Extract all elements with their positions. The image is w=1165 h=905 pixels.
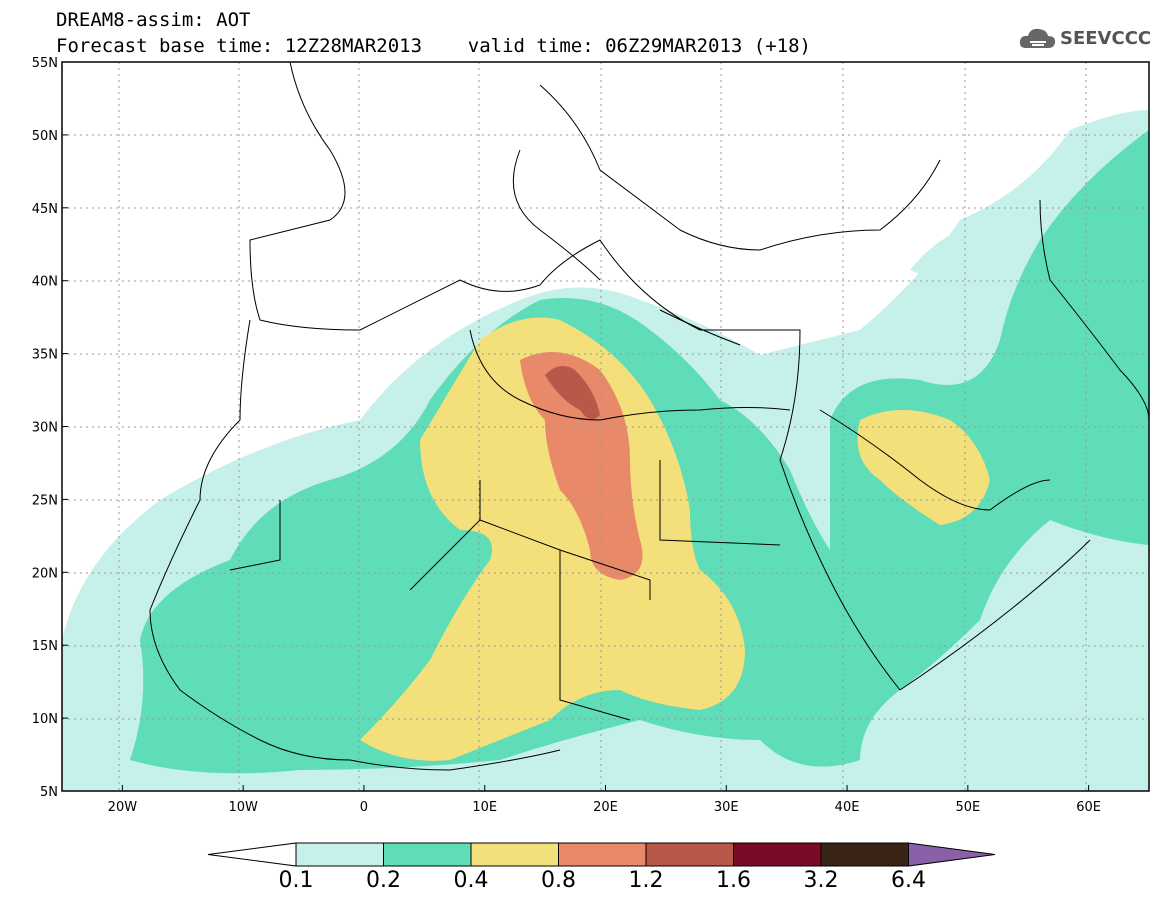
lon-tick-label: 20W xyxy=(108,800,138,815)
colorbar-segment xyxy=(295,842,384,867)
lat-tick-label: 50N xyxy=(32,129,58,144)
aot-contour-fields xyxy=(62,62,1149,791)
lon-tick-label: 10E xyxy=(472,800,497,815)
lat-tick-label: 20N xyxy=(32,566,58,581)
colorbar-label: 3.2 xyxy=(803,868,839,893)
lon-tick-label: 60E xyxy=(1076,800,1101,815)
lat-tick-label: 40N xyxy=(32,275,58,290)
lon-tick-label: 10W xyxy=(228,800,258,815)
lon-tick-label: 0 xyxy=(360,800,368,815)
colorbar-segment xyxy=(820,842,909,867)
lon-tick-label: 20E xyxy=(593,800,618,815)
map-subtitle: Forecast base time: 12Z28MAR2013 valid t… xyxy=(56,35,811,57)
coastlines xyxy=(149,62,1149,771)
longitude-axis: 20W 10W 0 10E 20E 30E 40E 50E 60E xyxy=(108,785,1101,815)
colorbar-segment xyxy=(383,842,472,867)
logo-text: SEEVCCC xyxy=(1060,28,1152,49)
lat-tick-label: 15N xyxy=(32,639,58,654)
graticule xyxy=(62,62,1149,791)
colorbar-label: 1.2 xyxy=(628,868,664,893)
colorbar xyxy=(207,842,996,867)
colorbar-label: 0.2 xyxy=(366,868,401,893)
lat-tick-label: 25N xyxy=(32,493,58,508)
aot-band-0.8 xyxy=(520,352,643,580)
aot-band-1.2 xyxy=(545,366,600,419)
lat-tick-label: 35N xyxy=(32,348,58,363)
colorbar-segment xyxy=(470,842,559,867)
colorbar-segment xyxy=(645,842,734,867)
colorbar-label: 0.1 xyxy=(278,868,314,893)
colorbar-label: 0.4 xyxy=(453,868,489,893)
map-title: DREAM8-assim: AOT xyxy=(56,9,251,31)
colorbar-over-triangle xyxy=(908,842,996,867)
seevccc-logo: SEEVCCC xyxy=(1018,24,1153,54)
lon-tick-label: 40E xyxy=(835,800,860,815)
colorbar-label: 6.4 xyxy=(891,868,926,893)
colorbar-segment xyxy=(733,842,822,867)
colorbar-label: 1.6 xyxy=(716,868,751,893)
lat-tick-label: 10N xyxy=(32,712,58,727)
latitude-axis: 55N 50N 45N 40N 35N 30N 25N 20N 15N 10N 5N xyxy=(32,56,68,800)
cloud-icon xyxy=(1019,28,1056,48)
colorbar-label: 0.8 xyxy=(541,868,576,893)
colorbar-segment xyxy=(558,842,647,867)
lat-tick-label: 30N xyxy=(32,421,58,436)
lat-tick-label: 5N xyxy=(40,785,58,800)
lon-tick-label: 50E xyxy=(955,800,980,815)
lat-tick-label: 55N xyxy=(32,56,58,71)
colorbar-under-triangle xyxy=(207,842,297,867)
lon-tick-label: 30E xyxy=(714,800,739,815)
aot-band-0.4 xyxy=(360,317,745,761)
lat-tick-label: 45N xyxy=(32,202,58,217)
